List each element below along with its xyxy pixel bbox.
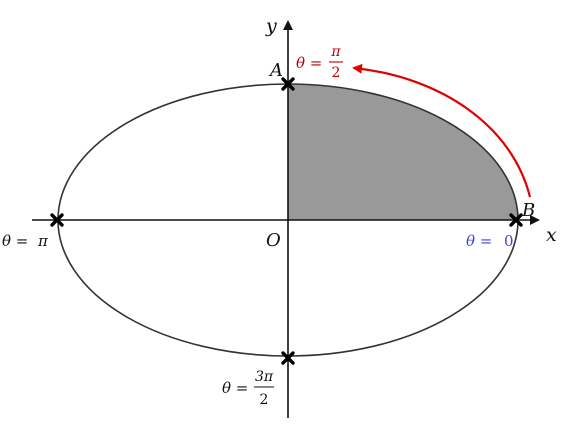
origin-label: O — [266, 230, 281, 251]
angle-half-pi-denominator: 2 — [332, 65, 341, 81]
angle-zero-value: 0 — [504, 232, 514, 250]
angle-label-zero: θ = 0 — [466, 232, 514, 250]
cross-marker-icon — [509, 213, 523, 227]
angle-half-pi-prefix: θ = — [296, 54, 327, 72]
angle-zero-prefix: θ = — [466, 232, 497, 250]
angle-label-three-half-pi: θ = 3π 2 — [222, 369, 274, 408]
angle-label-pi: θ = π — [2, 232, 49, 250]
angle-three-half-pi-numerator: 3π — [255, 369, 274, 385]
cross-marker-icon — [50, 213, 64, 227]
angle-pi-prefix: θ = — [2, 232, 33, 250]
point-a-label: A — [268, 60, 283, 81]
cross-marker-icon — [281, 77, 295, 91]
x-axis-label: x — [546, 224, 557, 246]
cross-marker-icon — [281, 351, 295, 365]
y-axis-label: y — [265, 15, 277, 37]
point-b-label: B — [521, 200, 535, 221]
angle-three-half-pi-prefix: θ = — [222, 379, 253, 397]
angle-label-half-pi: θ = π 2 — [296, 44, 343, 81]
angle-three-half-pi-denominator: 2 — [260, 392, 269, 408]
angle-pi-value: π — [37, 232, 49, 250]
shaded-quadrant-region — [288, 84, 518, 220]
direction-arrow — [352, 63, 532, 198]
angle-half-pi-numerator: π — [330, 44, 341, 60]
